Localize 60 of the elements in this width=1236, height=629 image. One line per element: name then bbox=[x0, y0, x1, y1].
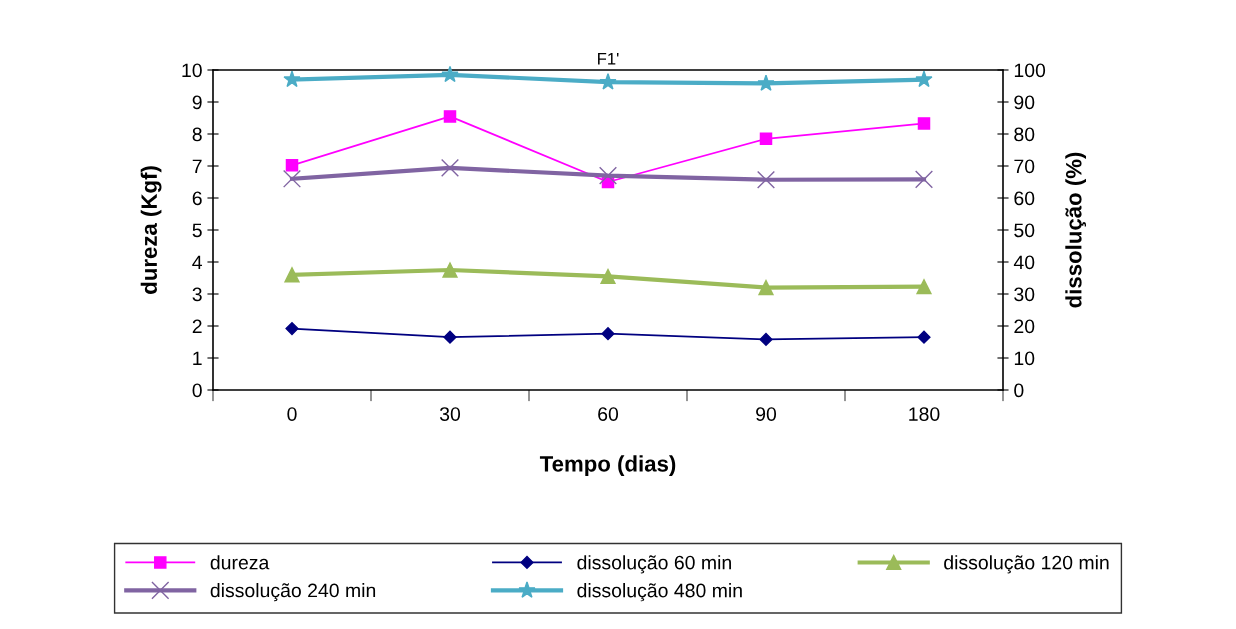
point bbox=[443, 110, 457, 123]
point bbox=[759, 132, 773, 146]
point bbox=[282, 169, 302, 188]
y-tick-label: 3 bbox=[192, 287, 202, 302]
y-tick-label: 5 bbox=[192, 223, 202, 238]
point bbox=[285, 321, 299, 336]
x-tick-label: 60 bbox=[598, 407, 619, 421]
legend-label: dissolução 60 min bbox=[577, 555, 731, 574]
y-axis-title: dureza (Kgf) bbox=[140, 166, 162, 294]
point bbox=[285, 159, 299, 172]
y-tick-label: 6 bbox=[192, 191, 202, 206]
point bbox=[441, 65, 459, 83]
y-tick-label: 2 bbox=[192, 319, 202, 334]
point bbox=[756, 170, 776, 189]
point bbox=[600, 268, 616, 285]
y-tick-label: 4 bbox=[192, 255, 203, 270]
point bbox=[916, 279, 932, 295]
y2-tick-label: 60 bbox=[1014, 191, 1035, 206]
legend-label: dissolução 480 min bbox=[577, 583, 742, 602]
y2-tick-label: 70 bbox=[1014, 159, 1035, 174]
y-tick-label: 10 bbox=[182, 63, 202, 78]
point bbox=[601, 327, 615, 341]
point bbox=[599, 73, 617, 90]
point bbox=[759, 332, 773, 347]
x-tick-label: 90 bbox=[756, 407, 777, 421]
y2-tick-label: 100 bbox=[1014, 63, 1046, 78]
legend-label: dureza bbox=[210, 555, 270, 570]
legend-label: dissolução 240 min bbox=[210, 583, 376, 602]
chart-title: F1' bbox=[598, 52, 619, 65]
x-axis-title: Tempo (dias) bbox=[539, 455, 676, 477]
point bbox=[914, 170, 934, 189]
x-tick-label: 180 bbox=[909, 407, 940, 421]
y-tick-label: 9 bbox=[192, 95, 202, 110]
y2-tick-label: 40 bbox=[1013, 255, 1035, 270]
y2-tick-label: 20 bbox=[1014, 319, 1035, 334]
y-tick-label: 1 bbox=[193, 351, 202, 366]
y2-tick-label: 0 bbox=[1014, 383, 1024, 398]
point bbox=[915, 70, 933, 88]
point bbox=[440, 158, 460, 177]
x-tick-label: 30 bbox=[439, 407, 461, 421]
y2-axis-title: dissolução (%) bbox=[1065, 152, 1087, 308]
point bbox=[283, 70, 301, 88]
x-tick-label: 0 bbox=[287, 407, 297, 421]
y2-tick-label: 90 bbox=[1014, 95, 1035, 110]
y2-tick-label: 10 bbox=[1014, 351, 1035, 366]
point bbox=[917, 117, 931, 130]
point bbox=[284, 267, 300, 283]
y2-tick-label: 50 bbox=[1014, 223, 1035, 238]
y2-tick-label: 80 bbox=[1014, 127, 1035, 142]
point bbox=[598, 166, 618, 185]
legend-label: dissolução 120 min bbox=[944, 555, 1109, 574]
y2-tick-label: 30 bbox=[1014, 287, 1035, 302]
y-tick-label: 7 bbox=[192, 159, 202, 174]
point bbox=[917, 330, 931, 344]
y-tick-label: 0 bbox=[192, 383, 202, 398]
y-tick-label: 8 bbox=[192, 127, 202, 142]
point bbox=[758, 279, 774, 296]
point bbox=[757, 74, 775, 91]
point bbox=[442, 262, 458, 278]
point bbox=[443, 330, 457, 344]
